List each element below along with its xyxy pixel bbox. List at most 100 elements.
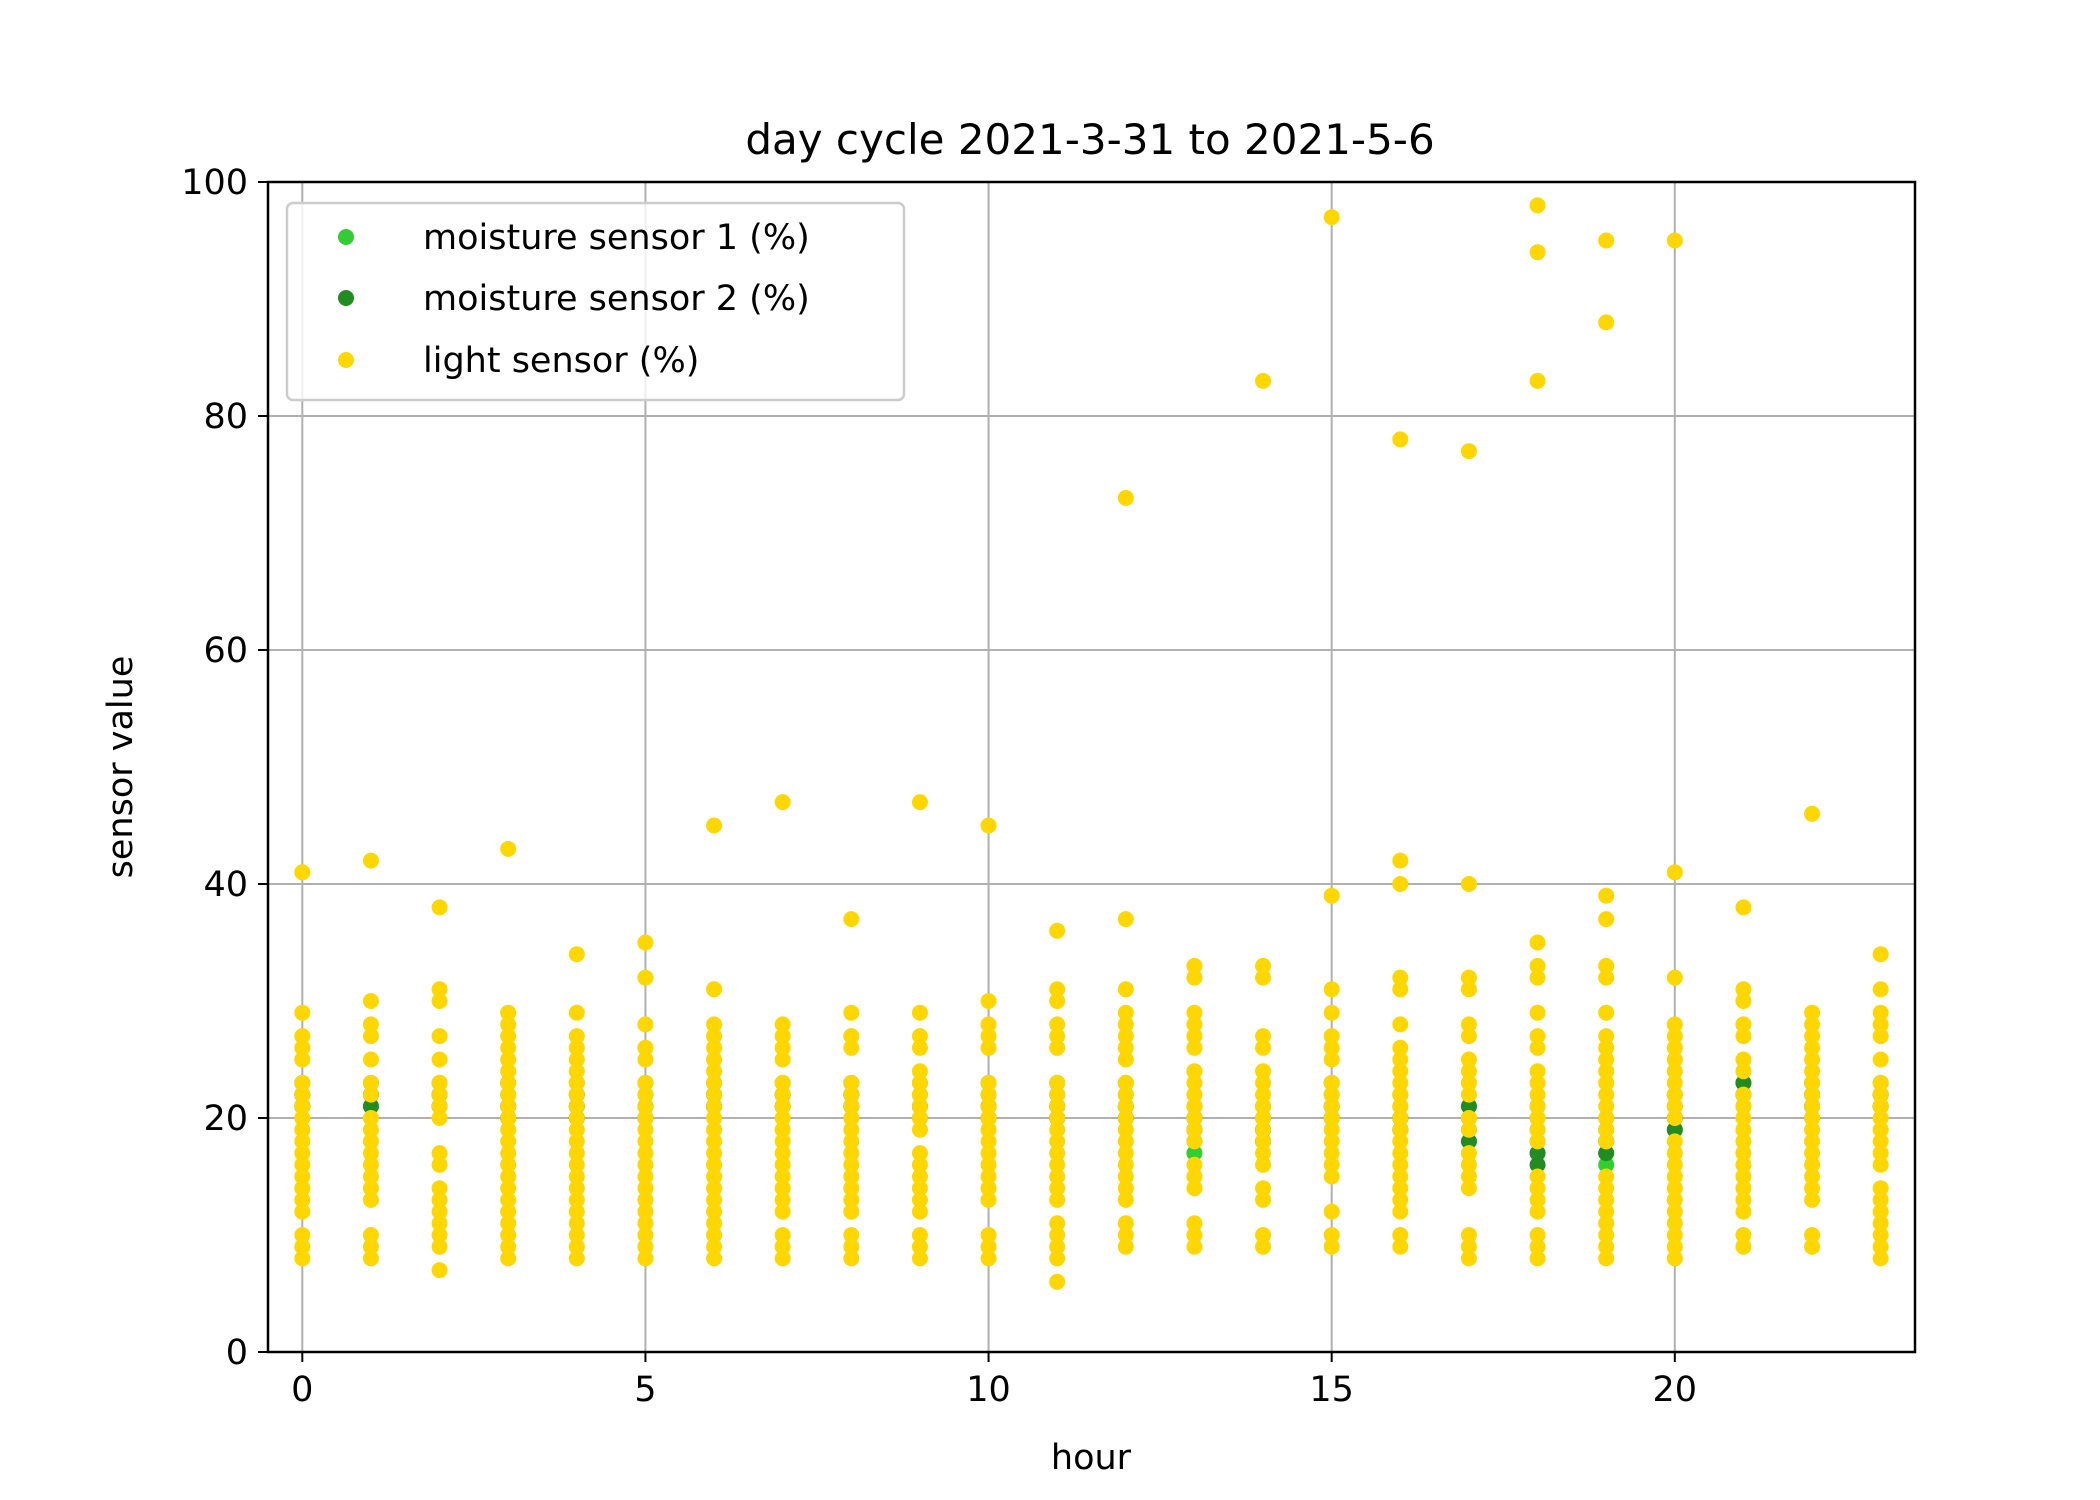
data-point [1872,981,1889,998]
data-point [568,1156,585,1173]
data-point [1323,1133,1340,1150]
data-point [706,1180,723,1197]
data-point [911,1227,928,1243]
data-point [500,1086,517,1103]
data-point [843,1227,860,1243]
data-point [500,840,517,857]
data-point [294,1145,311,1162]
data-point [1529,1121,1546,1138]
data-point [1872,1074,1889,1091]
data-point [431,1238,448,1255]
data-point [1804,1121,1821,1138]
data-point [843,1250,860,1267]
data-point [1598,1250,1615,1267]
data-point [774,1110,791,1126]
data-point [1666,1238,1683,1255]
data-point [1323,1227,1340,1243]
data-point [568,1051,585,1068]
axis-ticks: 0 5 10 15 20 0 20 40 60 80 100 [181,163,1697,1410]
data-point [637,1145,654,1162]
data-point [1598,1191,1615,1208]
data-point [1529,1063,1546,1080]
data-point [1392,1168,1409,1185]
data-point [980,993,997,1009]
data-point [1392,1145,1409,1162]
data-point [1804,1063,1821,1080]
data-point [706,1168,723,1185]
data-point [1186,1227,1203,1243]
data-point [1735,1074,1752,1091]
legend-label-moisture-sensor-2: moisture sensor 2 (%) [423,279,810,319]
data-point [1598,1215,1615,1232]
data-point [1598,911,1615,928]
data-point [1872,1203,1889,1220]
data-point [1735,1227,1752,1243]
data-point [1460,1168,1477,1185]
data-point [1186,1086,1203,1103]
data-point [1049,922,1066,939]
data-point [1872,1145,1889,1162]
data-point [1666,1039,1683,1056]
data-point [1529,372,1546,389]
data-point [1598,1110,1615,1126]
data-point [1186,1016,1203,1033]
data-point [1598,314,1615,331]
data-point [1529,1074,1546,1091]
data-point [1255,1074,1272,1091]
data-point [1529,1180,1546,1197]
data-point [1872,1250,1889,1267]
data-point [980,1238,997,1255]
data-point [843,1156,860,1173]
data-point [1804,1156,1821,1173]
data-point [1529,1227,1546,1243]
y-tick-label: 100 [181,163,248,203]
data-point [500,1250,517,1267]
data-point [500,1098,517,1115]
data-point [1460,1028,1477,1045]
data-point [1666,1191,1683,1208]
data-point [500,1051,517,1068]
data-point [1117,911,1134,928]
data-point [568,1203,585,1220]
data-point [637,1098,654,1115]
data-point [1804,1168,1821,1185]
data-point [1049,1191,1066,1208]
data-point [1392,969,1409,986]
data-point [500,1039,517,1056]
data-point [294,1051,311,1068]
data-point [1392,1238,1409,1255]
data-point [1255,1028,1272,1045]
data-point [1049,1273,1066,1290]
legend: moisture sensor 1 (%) moisture sensor 2 … [285,201,906,402]
legend-frame [285,201,906,402]
data-point [843,1086,860,1103]
data-point [1735,1168,1752,1185]
data-point [637,1215,654,1232]
data-point [1323,1238,1340,1255]
data-point [1666,1203,1683,1220]
data-point [1804,805,1821,822]
data-point [911,1191,928,1208]
data-point [1529,1110,1546,1126]
data-point [1323,1086,1340,1103]
data-point [362,1227,379,1243]
data-point [1598,1051,1615,1068]
data-point [706,981,723,998]
data-point [294,1133,311,1150]
data-point [706,1156,723,1173]
data-point [1735,1180,1752,1197]
data-point [1872,946,1889,963]
data-point [1392,1039,1409,1056]
data-point [980,1168,997,1185]
data-point [1529,969,1546,986]
data-point [1735,1121,1752,1138]
data-point [431,1074,448,1091]
data-point [1804,1098,1821,1115]
legend-label-moisture-sensor-1: moisture sensor 1 (%) [423,218,810,258]
data-point [911,1063,928,1080]
data-point [1666,1156,1683,1173]
data-point [1323,887,1340,904]
data-point [294,864,311,881]
data-point [1117,1004,1134,1021]
